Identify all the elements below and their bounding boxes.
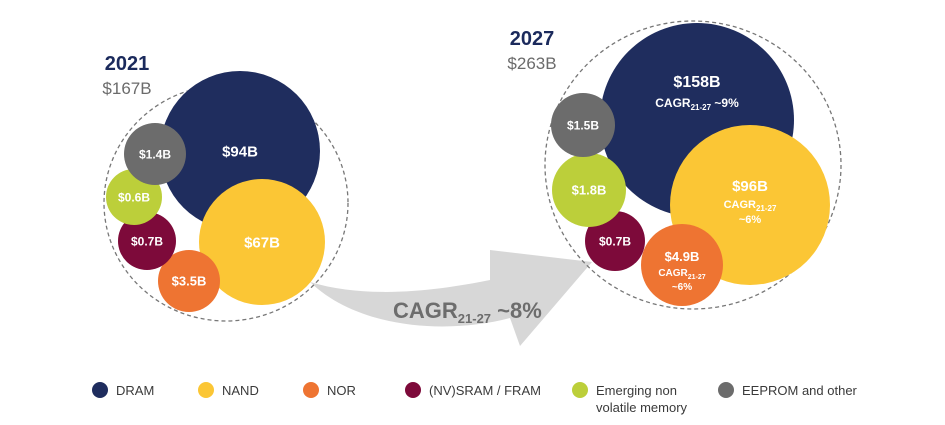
legend-label-dram: DRAM <box>116 383 154 398</box>
cagr-sub: 21-27 <box>688 274 706 281</box>
legend-swatch-nand <box>198 382 214 398</box>
bubble-label-2021-eeprom: $1.4B <box>139 147 171 161</box>
bubble-label-2027-nor: $4.9B <box>665 249 700 264</box>
bubble-2021-nor <box>158 250 220 312</box>
bubble-label-2021-sram: $0.7B <box>131 234 163 248</box>
cagr-rest: ~6% <box>672 282 692 293</box>
legend-label-sram: (NV)SRAM / FRAM <box>429 383 541 398</box>
cagr-rest: ~6% <box>739 214 762 226</box>
bubble-label-2027-sram: $0.7B <box>599 234 631 248</box>
legend-swatch-sram <box>405 382 421 398</box>
bubble-label-2027-emerging: $1.8B <box>572 183 607 198</box>
cagr-main: CAGR <box>658 268 688 279</box>
total-2027: $263B <box>507 54 556 73</box>
total-2021: $167B <box>102 79 151 98</box>
legend-label-eeprom: EEPROM and other <box>742 383 858 398</box>
legend-swatch-dram <box>92 382 108 398</box>
legend-label-nor: NOR <box>327 383 356 398</box>
year-2021-title: 2021 <box>105 53 150 75</box>
growth-arrow <box>310 250 592 346</box>
legend-swatch-nor <box>303 382 319 398</box>
cagr-label-2027-dram: CAGR21-27 ~9% <box>655 96 739 112</box>
legend-label-emerging: Emerging non <box>596 383 677 398</box>
arrow-cagr-rest: ~8% <box>491 298 542 323</box>
bubble-label-2027-eeprom: $1.5B <box>567 118 599 132</box>
bubble-2021-eeprom <box>124 123 186 185</box>
outline-2021 <box>103 84 349 322</box>
legend-label-emerging: volatile memory <box>596 400 688 415</box>
arrow-cagr-sub: 21-27 <box>458 311 491 326</box>
bubble-label-2027-dram: $158B <box>673 74 720 91</box>
cagr-label-2027-nand: CAGR21-27 ~6% <box>724 199 777 226</box>
arrow-cagr-label: CAGR21-27 ~8% <box>393 298 542 326</box>
bubble-2027-eeprom <box>551 93 615 157</box>
bubble-2021-sram <box>118 212 176 270</box>
bubble-label-2021-nor: $3.5B <box>172 274 207 289</box>
cagr-sub: 21-27 <box>756 204 777 213</box>
bubble-2027-nor <box>641 224 723 306</box>
bubble-label-2027-nand: $96B <box>732 178 768 195</box>
cagr-main: CAGR <box>724 199 756 211</box>
cagr-rest: ~9% <box>711 96 739 110</box>
legend: DRAM NAND NOR (NV)SRAM / FRAM Emerging non vo… <box>92 382 858 415</box>
year-2027-title: 2027 <box>510 28 555 50</box>
group-2021: 2021 $167B $94B $67B $3.5B $0.7B $0.6B $1.4B <box>102 53 349 322</box>
bubble-2027-emerging <box>552 153 626 227</box>
outline-2027 <box>544 20 842 310</box>
cagr-sub: 21-27 <box>691 103 712 112</box>
bubble-2027-sram <box>585 211 645 271</box>
cagr-main: CAGR <box>655 96 691 110</box>
bubble-label-2021-dram: $94B <box>222 143 258 160</box>
legend-label-nand: NAND <box>222 383 259 398</box>
cagr-label-2027-nor: CAGR21-27 ~6% <box>658 268 705 293</box>
bubble-2021-nand <box>199 179 325 305</box>
bubble-label-2021-nand: $67B <box>244 234 280 251</box>
arrow-cagr-main: CAGR <box>393 298 458 323</box>
legend-swatch-emerging <box>572 382 588 398</box>
bubble-label-2021-emerging: $0.6B <box>118 190 150 204</box>
legend-swatch-eeprom <box>718 382 734 398</box>
